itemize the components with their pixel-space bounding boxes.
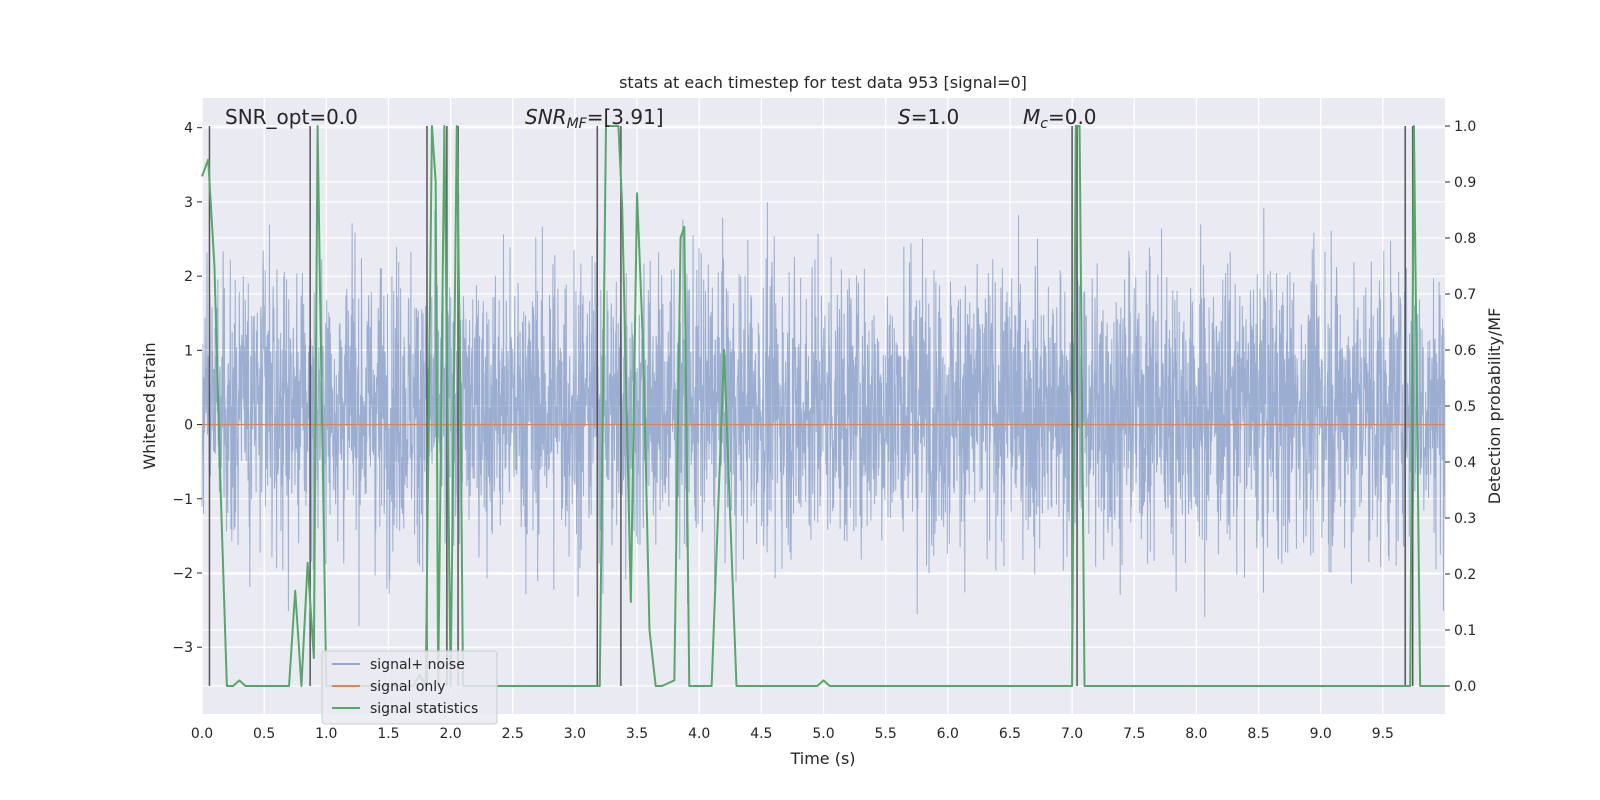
signal-plus-noise-line bbox=[201, 193, 1446, 627]
annotation-mc-sub: c bbox=[1040, 116, 1048, 132]
x-tick-label: 5.0 bbox=[812, 726, 834, 742]
series-signal-plus-noise bbox=[201, 193, 1446, 627]
y-tick-labels: −3 −2 −1 0 1 2 3 4 bbox=[172, 121, 202, 656]
y-tick-label: 4 bbox=[184, 121, 193, 137]
y2-tick-label: 0.3 bbox=[1454, 511, 1476, 527]
x-tick-label: 2.5 bbox=[502, 726, 524, 742]
annotation-snr-mf: SNRMF=[3.91] bbox=[525, 105, 664, 132]
gridlines bbox=[201, 98, 1445, 714]
x-tick-label: 4.5 bbox=[750, 726, 772, 742]
y-tick-label: 0 bbox=[184, 418, 193, 434]
x-tick-label: 0.5 bbox=[253, 726, 275, 742]
y-axis-label: Whitened strain bbox=[140, 342, 159, 469]
annotation-mc-value: =0.0 bbox=[1048, 105, 1097, 129]
annotation-s-symbol: S bbox=[898, 105, 911, 129]
x-tick-labels: 0.0 0.5 1.0 1.5 2.0 2.5 3.0 3.5 4.0 4.5 5.0 5.5 6.0 6… bbox=[191, 726, 1394, 742]
y2-tick-label: 0.5 bbox=[1454, 399, 1476, 415]
x-tick-label: 4.0 bbox=[688, 726, 710, 742]
x-tick-label: 0.0 bbox=[191, 726, 213, 742]
y-tick-label: 3 bbox=[184, 195, 193, 211]
x-tick-label: 7.0 bbox=[1061, 726, 1083, 742]
annotation-s: S=1.0 bbox=[898, 105, 959, 129]
y-tick-label: 1 bbox=[184, 343, 193, 359]
annotation-s-value: =1.0 bbox=[911, 105, 960, 129]
annotation-mc-symbol: M bbox=[1023, 105, 1040, 129]
legend-box bbox=[321, 650, 498, 725]
y2-tick-label: 0.1 bbox=[1454, 623, 1476, 639]
x-tick-label: 8.0 bbox=[1185, 726, 1207, 742]
x-tick-label: 6.5 bbox=[999, 726, 1021, 742]
x-axis-label: Time (s) bbox=[789, 749, 855, 768]
y-tick-label: −1 bbox=[172, 492, 193, 508]
x-tick-label: 5.5 bbox=[875, 726, 897, 742]
x-tick-label: 7.5 bbox=[1123, 726, 1145, 742]
legend: signal+ noise signal only signal statist… bbox=[321, 650, 498, 725]
x-tick-label: 1.0 bbox=[315, 726, 337, 742]
y-tick-label: 2 bbox=[184, 269, 193, 285]
y2-tick-label: 1.0 bbox=[1454, 119, 1476, 135]
y2-tick-label: 0.2 bbox=[1454, 567, 1476, 583]
legend-label-signal-plus-noise: signal+ noise bbox=[370, 657, 465, 673]
annotation-snr-mf-value: =[3.91] bbox=[587, 105, 664, 129]
annotation-snr-mf-sub: MF bbox=[567, 116, 588, 132]
y2-tick-labels: 0.0 0.1 0.2 0.3 0.4 0.5 0.6 0.7 0.8 0.9 1.0 bbox=[1445, 119, 1476, 695]
x-tick-label: 1.5 bbox=[377, 726, 399, 742]
y2-tick-label: 0.8 bbox=[1454, 231, 1476, 247]
x-tick-label: 2.0 bbox=[439, 726, 461, 742]
x-tick-label: 6.0 bbox=[937, 726, 959, 742]
y2-tick-label: 0.0 bbox=[1454, 679, 1476, 695]
legend-label-signal-statistics: signal statistics bbox=[370, 701, 478, 717]
chart-title: stats at each timestep for test data 953… bbox=[619, 73, 1027, 92]
y-tick-label: −3 bbox=[172, 640, 193, 656]
legend-label-signal-only: signal only bbox=[370, 679, 445, 695]
x-tick-label: 9.0 bbox=[1310, 726, 1332, 742]
x-tick-label: 3.5 bbox=[626, 726, 648, 742]
y2-tick-label: 0.9 bbox=[1454, 175, 1476, 191]
y2-tick-label: 0.7 bbox=[1454, 287, 1476, 303]
annotation-snr-mf-base: SNR bbox=[525, 105, 567, 129]
y2-tick-label: 0.4 bbox=[1454, 455, 1476, 471]
series-signal-statistics bbox=[201, 125, 1445, 687]
x-tick-label: 9.5 bbox=[1372, 726, 1394, 742]
y-tick-label: −2 bbox=[172, 566, 193, 582]
signal-statistics-line bbox=[201, 125, 1445, 687]
annotation-mc: Mc=0.0 bbox=[1023, 105, 1097, 132]
annotation-snr-opt: SNR_opt=0.0 bbox=[225, 105, 358, 129]
y2-axis-label: Detection probability/MF bbox=[1485, 308, 1504, 505]
x-tick-label: 8.5 bbox=[1247, 726, 1269, 742]
y2-tick-label: 0.6 bbox=[1454, 343, 1476, 359]
x-tick-label: 3.0 bbox=[564, 726, 586, 742]
